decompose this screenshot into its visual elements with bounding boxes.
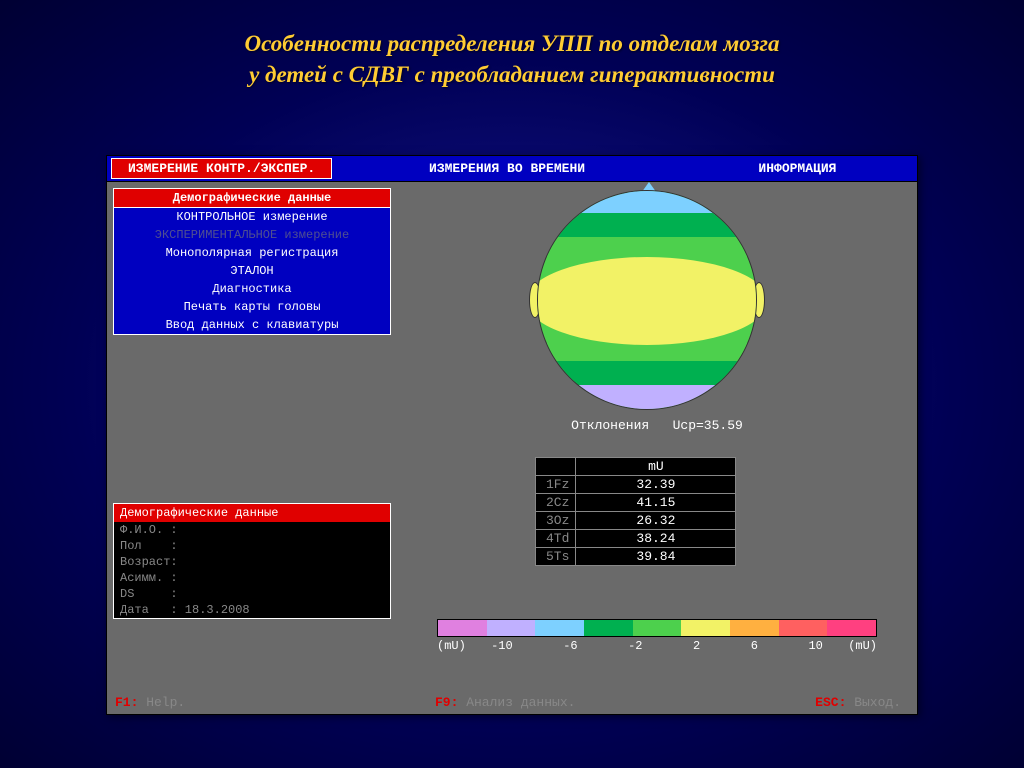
demographics-row: Возраст: — [114, 554, 390, 570]
scale-tick: 2 — [693, 639, 700, 653]
scale-unit-right: (mU) — [848, 639, 877, 653]
menu-item[interactable]: ЭТАЛОН — [114, 262, 390, 280]
scale-tick: -10 — [491, 639, 513, 653]
map-caption: Отклонения Ucp=35.59 — [507, 418, 807, 433]
exit-hint: ESC: Выход. — [815, 695, 901, 710]
app-window: ИЗМЕРЕНИЕ КОНТР./ЭКСПЕР. ИЗМЕРЕНИЯ ВО ВР… — [106, 155, 918, 715]
electrode-table: mU 1Fz32.392Cz41.153Oz26.324Td38.245Ts39… — [535, 457, 736, 566]
table-unit: mU — [576, 458, 736, 476]
demographics-row: DS : — [114, 586, 390, 602]
band-t2 — [538, 213, 756, 239]
tab-time[interactable]: ИЗМЕРЕНИЯ ВО ВРЕМЕНИ — [336, 161, 678, 176]
scale-segment — [681, 620, 730, 636]
demographics-panel: Демографические данные Ф.И.О. :Пол :Возр… — [113, 503, 391, 619]
table-row: 4Td38.24 — [536, 530, 736, 548]
scale-tick: 6 — [751, 639, 758, 653]
tab-info[interactable]: ИНФОРМАЦИЯ — [678, 161, 917, 176]
menu-item[interactable]: Ввод данных с клавиатуры — [114, 316, 390, 334]
table-row: 3Oz26.32 — [536, 512, 736, 530]
right-column: Отклонения Ucp=35.59 mU 1Fz32.392Cz41.15… — [397, 182, 917, 687]
menu-item[interactable]: Печать карты головы — [114, 298, 390, 316]
scale-labels: (mU) -10 -6 -2 2 6 10 (mU) — [437, 637, 877, 653]
tab-bar: ИЗМЕРЕНИЕ КОНТР./ЭКСПЕР. ИЗМЕРЕНИЯ ВО ВР… — [107, 156, 917, 182]
table-row: 1Fz32.39 — [536, 476, 736, 494]
tab-measure[interactable]: ИЗМЕРЕНИЕ КОНТР./ЭКСПЕР. — [111, 158, 332, 179]
scale-segment — [827, 620, 876, 636]
slide-title: Особенности распределения УПП по отделам… — [0, 0, 1024, 106]
left-column: Демографические данные КОНТРОЛЬНОЕ измер… — [107, 182, 397, 687]
band-bot — [538, 385, 756, 409]
menu-header: Демографические данные — [114, 189, 390, 208]
scale-segment — [438, 620, 487, 636]
band-t3 — [538, 237, 756, 257]
menu-panel: Демографические данные КОНТРОЛЬНОЕ измер… — [113, 188, 391, 335]
scale-tick: 10 — [808, 639, 822, 653]
menu-item[interactable]: Монополярная регистрация — [114, 244, 390, 262]
title-line2: у детей с СДВГ с преобладанием гиперакти… — [249, 62, 775, 87]
menu-item[interactable]: Диагностика — [114, 280, 390, 298]
color-scale: (mU) -10 -6 -2 2 6 10 (mU) — [437, 619, 877, 653]
status-bar: F1: Help. F9: Анализ данных. ESC: Выход. — [115, 695, 909, 710]
scale-gradient — [437, 619, 877, 637]
scale-tick: -6 — [563, 639, 577, 653]
caption-label: Отклонения — [571, 418, 649, 433]
scale-segment — [779, 620, 828, 636]
title-line1: Особенности распределения УПП по отделам… — [245, 31, 780, 56]
menu-item[interactable]: КОНТРОЛЬНОЕ измерение — [114, 208, 390, 226]
help-hint: F1: Help. — [115, 695, 185, 710]
demographics-row: Дата : 18.3.2008 — [114, 602, 390, 618]
band-top — [538, 191, 756, 215]
scale-tick: -2 — [628, 639, 642, 653]
band-b2 — [538, 361, 756, 387]
band-mid — [537, 257, 757, 345]
demographics-row: Асимм. : — [114, 570, 390, 586]
main-area: Демографические данные КОНТРОЛЬНОЕ измер… — [107, 182, 917, 687]
brain-map — [537, 190, 757, 410]
head-circle — [537, 190, 757, 410]
scale-segment — [730, 620, 779, 636]
demographics-row: Ф.И.О. : — [114, 522, 390, 538]
menu-item[interactable]: ЭКСПЕРИМЕНТАЛЬНОЕ измерение — [114, 226, 390, 244]
band-b3 — [538, 343, 756, 363]
scale-segment — [535, 620, 584, 636]
scale-segment — [487, 620, 536, 636]
scale-segment — [633, 620, 682, 636]
table-row: 5Ts39.84 — [536, 548, 736, 566]
demographics-row: Пол : — [114, 538, 390, 554]
scale-unit-left: (mU) — [437, 639, 466, 653]
analysis-hint: F9: Анализ данных. — [435, 695, 575, 710]
caption-metric: Ucp=35.59 — [673, 418, 743, 433]
demographics-header: Демографические данные — [114, 504, 390, 522]
scale-segment — [584, 620, 633, 636]
table-row: 2Cz41.15 — [536, 494, 736, 512]
